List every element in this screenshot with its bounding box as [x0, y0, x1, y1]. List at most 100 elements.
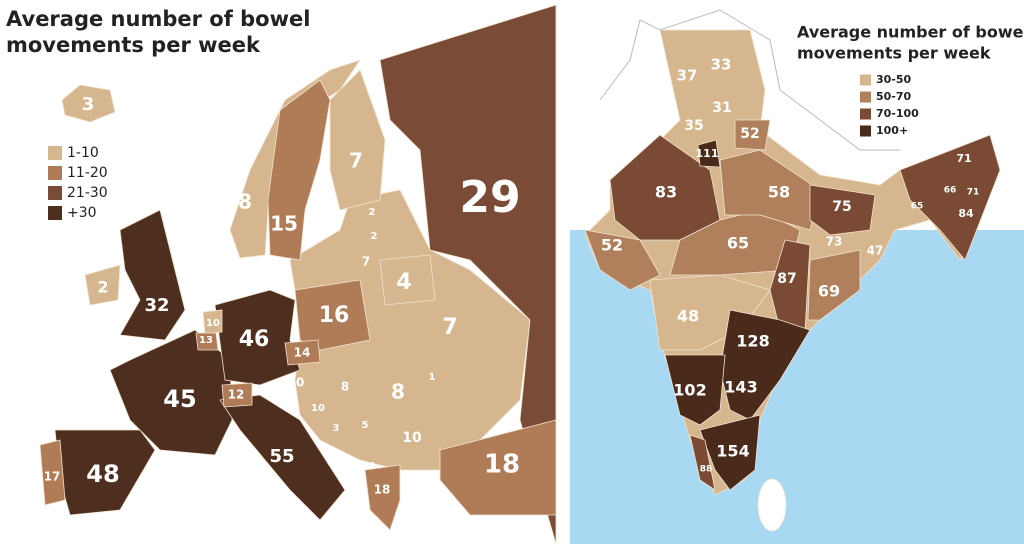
region-label: 52	[740, 126, 759, 142]
region	[294, 279, 371, 351]
region-label: 45	[163, 385, 196, 413]
region	[439, 419, 557, 516]
region-label: 75	[832, 199, 851, 215]
legend-swatch	[860, 91, 871, 103]
legend-swatch	[48, 166, 62, 180]
legend-label: 100+	[876, 124, 908, 137]
legend-label: 30-50	[876, 73, 912, 86]
region	[195, 332, 219, 351]
region-label: 65	[911, 202, 924, 212]
region	[689, 434, 716, 491]
region	[39, 439, 66, 506]
region-label: 18	[374, 483, 391, 497]
region	[584, 229, 661, 291]
legend-swatch	[860, 108, 871, 120]
map-title: movements per week	[797, 44, 991, 63]
region	[809, 184, 876, 236]
region-label: 12	[228, 388, 245, 402]
region-label: 18	[484, 450, 520, 480]
region	[364, 464, 401, 531]
region	[329, 69, 386, 211]
legend-swatch	[860, 125, 871, 137]
legend-label: 1-10	[67, 145, 99, 161]
region-label: 8	[238, 190, 252, 214]
region	[807, 249, 861, 321]
region-label: 7	[349, 149, 363, 173]
map-title: movements per week	[6, 33, 261, 57]
region-label: 14	[294, 346, 311, 360]
map-title: Average number of bowel	[6, 7, 310, 31]
region-label: 10	[206, 318, 220, 329]
region-label: 52	[601, 236, 623, 255]
region-label: 47	[867, 244, 884, 258]
region-label: 2	[97, 278, 108, 297]
legend-swatch	[48, 146, 62, 160]
region-label: 83	[655, 183, 677, 202]
region-label: 4	[369, 461, 376, 472]
region-label: 31	[712, 100, 731, 116]
legend-swatch	[48, 206, 62, 220]
region	[84, 264, 121, 306]
legend-label: 70-100	[876, 107, 919, 120]
region-label: 3	[333, 423, 340, 434]
region-label: 55	[269, 446, 294, 467]
region-label: 10	[311, 403, 325, 414]
region-label: 13	[199, 335, 213, 346]
region-label: 87	[777, 271, 796, 287]
region-label: 66	[944, 186, 957, 196]
region-label: 2	[369, 207, 376, 218]
region-label: 4	[396, 270, 411, 295]
region-label: 111	[696, 147, 719, 160]
region-label: 3	[82, 94, 95, 115]
region	[379, 254, 436, 306]
region-label: 128	[736, 332, 769, 351]
region	[734, 119, 771, 151]
legend-swatch	[860, 74, 871, 86]
region-label: 17	[44, 470, 61, 484]
region	[267, 79, 331, 261]
region-label: 154	[716, 442, 749, 461]
region-label: 84	[958, 207, 974, 220]
region-label: 73	[826, 235, 843, 249]
legend-label: 21-30	[67, 185, 108, 201]
region-label: 10	[288, 376, 305, 390]
region	[379, 4, 557, 544]
region	[699, 414, 761, 491]
region	[899, 134, 1001, 261]
region-label: 69	[818, 282, 840, 301]
region-label: 5	[362, 420, 369, 431]
region-label: 71	[956, 152, 971, 165]
region-label: 10	[241, 257, 255, 268]
region-label: 33	[711, 56, 732, 74]
region-label: 16	[319, 303, 350, 328]
region	[284, 339, 321, 366]
region-label: 32	[144, 295, 169, 316]
region-label: 15	[270, 212, 298, 236]
region-label: 58	[768, 183, 790, 202]
region-label: 7	[362, 255, 370, 269]
region	[119, 209, 186, 341]
region-label: 10	[402, 430, 422, 446]
region-label: 7	[442, 315, 457, 340]
legend-label: 50-70	[876, 90, 912, 103]
region-label: 48	[677, 307, 699, 326]
legend-swatch	[48, 186, 62, 200]
region-label: 102	[673, 381, 706, 400]
region-label: 35	[684, 118, 703, 134]
region-label: 1	[429, 372, 436, 383]
region-label: 2	[371, 231, 378, 242]
region	[664, 354, 726, 426]
map-title: Average number of bowel	[797, 23, 1024, 42]
region-label: 8	[391, 380, 405, 404]
region	[61, 84, 116, 123]
region-label: 29	[459, 172, 520, 223]
region-label: 48	[86, 460, 119, 488]
region-label: 46	[239, 327, 270, 352]
sri-lanka	[757, 478, 787, 532]
region	[697, 139, 721, 168]
region-label: 65	[727, 234, 749, 253]
region-label: 71	[967, 188, 980, 198]
legend-label: +30	[67, 205, 97, 221]
region	[202, 309, 223, 335]
